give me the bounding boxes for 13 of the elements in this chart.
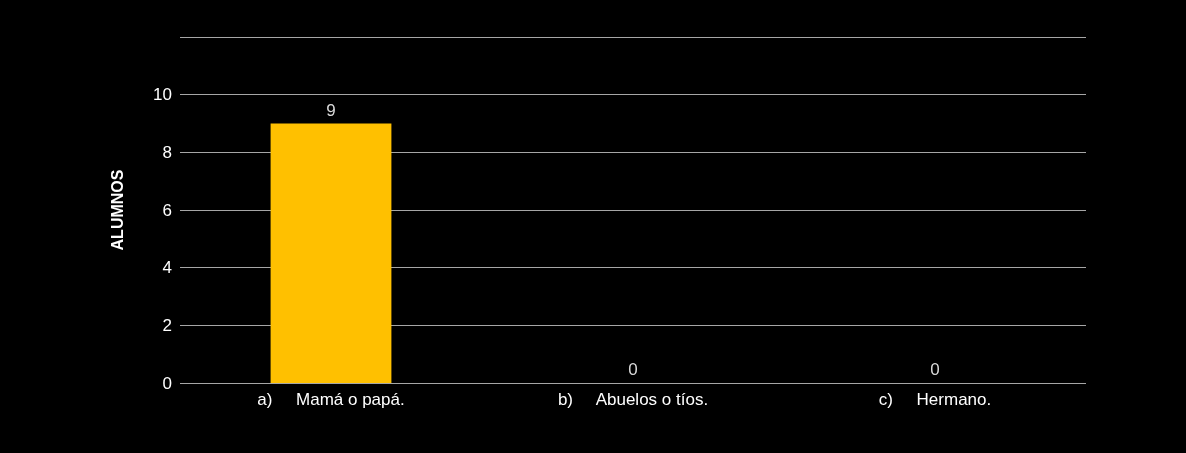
data-label: 0 xyxy=(628,360,638,379)
y-tick-label: 8 xyxy=(162,142,172,162)
x-tick-label: b) Abuelos o tíos. xyxy=(557,390,709,409)
data-label: 9 xyxy=(326,100,336,120)
x-tick-label: c) Hermano. xyxy=(878,390,992,409)
y-tick-label: 2 xyxy=(162,315,172,335)
x-tick-label: a) Mamá o papá. xyxy=(257,390,405,409)
y-tick-label: 6 xyxy=(162,200,172,220)
y-tick-label: 10 xyxy=(153,85,172,105)
y-tick-label: 4 xyxy=(162,258,172,278)
y-tick-label: 0 xyxy=(162,373,172,393)
data-label: 0 xyxy=(930,360,940,379)
y-axis-title: ALUMNOS xyxy=(108,169,126,251)
